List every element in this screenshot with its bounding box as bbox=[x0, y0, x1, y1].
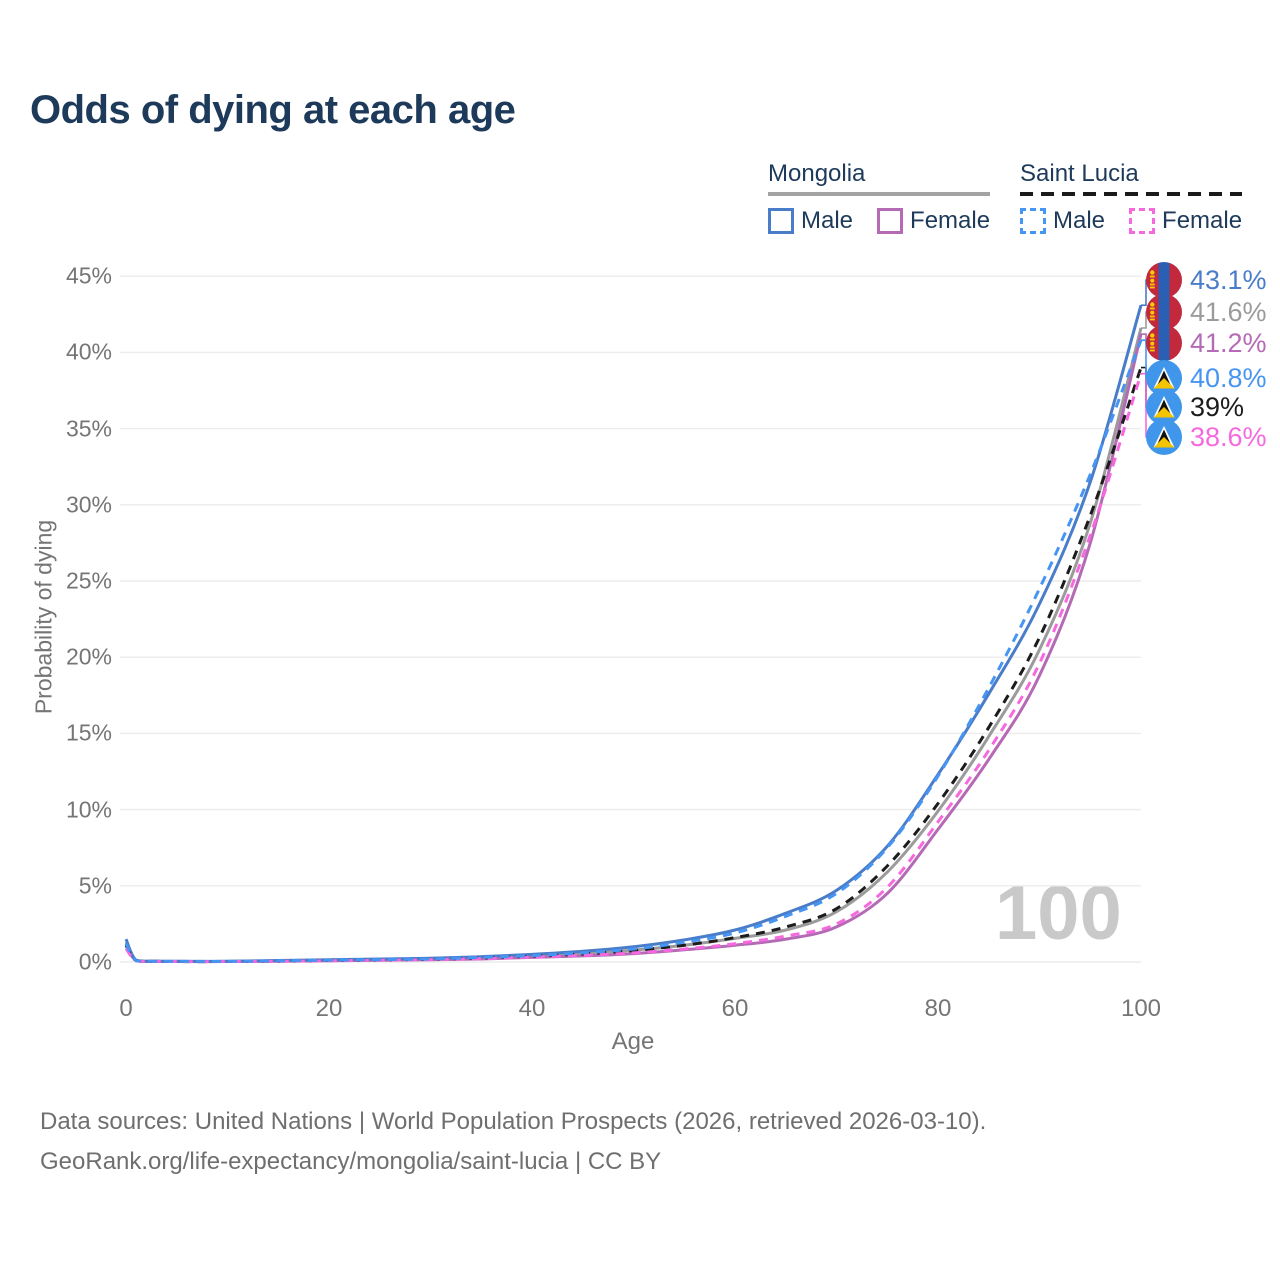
y-axis-title: Probability of dying bbox=[30, 519, 57, 715]
legend-item-mongolia-male[interactable]: Male bbox=[768, 207, 853, 235]
end-value: 41.2% bbox=[1190, 327, 1267, 358]
mongolia-male-swatch-icon bbox=[768, 208, 794, 234]
end-label-mongolia-male: 43.1% bbox=[1146, 262, 1267, 298]
y-tick-5: 5% bbox=[78, 872, 112, 899]
y-tick-10: 10% bbox=[65, 796, 112, 823]
x-tick-0: 0 bbox=[119, 995, 133, 1022]
x-tick-60: 60 bbox=[721, 995, 749, 1022]
saint-lucia-male-swatch-icon bbox=[1020, 208, 1046, 234]
end-label-saint-lucia-female: 38.6% bbox=[1146, 419, 1267, 455]
y-tick-20: 20% bbox=[65, 643, 112, 670]
end-label-mongolia-all: 41.6% bbox=[1146, 294, 1267, 330]
legend-item-saint-lucia-male[interactable]: Male bbox=[1020, 207, 1105, 235]
legend-label: Male bbox=[801, 207, 854, 234]
mongolia-flag-icon bbox=[1146, 294, 1182, 330]
saint-lucia-female-swatch-icon bbox=[1129, 208, 1156, 234]
y-tick-0: 0% bbox=[78, 948, 112, 975]
y-tick-35: 35% bbox=[65, 415, 112, 442]
page-title: Odds of dying at each age bbox=[30, 88, 516, 132]
mongolia-female-swatch-icon bbox=[877, 208, 904, 234]
x-tick-20: 20 bbox=[315, 995, 343, 1022]
legend-label: Male bbox=[1053, 207, 1106, 234]
x-axis-title: Age bbox=[611, 1028, 655, 1055]
mongolia-line-style-sample bbox=[768, 192, 991, 196]
end-label-mongolia-female: 41.2% bbox=[1146, 325, 1267, 361]
y-tick-25: 25% bbox=[65, 567, 112, 594]
series-line-mongolia-female bbox=[124, 333, 1143, 964]
legend-group-mongolia: Mongolia Male Female bbox=[768, 160, 991, 235]
data-source-note: Data sources: United Nations | World Pop… bbox=[40, 1108, 987, 1135]
end-label-saint-lucia-all: 39% bbox=[1146, 389, 1244, 425]
y-tick-30: 30% bbox=[65, 491, 112, 518]
x-tick-80: 80 bbox=[924, 995, 952, 1022]
legend-label: Female bbox=[1162, 207, 1243, 234]
mongolia-flag-icon bbox=[1146, 325, 1182, 361]
attribution-note: GeoRank.org/life-expectancy/mongolia/sai… bbox=[40, 1148, 662, 1175]
x-tick-100: 100 bbox=[1120, 995, 1162, 1022]
end-value: 38.6% bbox=[1190, 421, 1267, 452]
legend-header-mongolia[interactable]: Mongolia bbox=[768, 160, 866, 187]
x-tick-40: 40 bbox=[518, 995, 546, 1022]
series-line-saint-lucia-female bbox=[124, 373, 1143, 964]
end-value: 40.8% bbox=[1190, 362, 1267, 393]
legend-header-saint-lucia[interactable]: Saint Lucia bbox=[1020, 160, 1139, 187]
saint-lucia-flag-icon bbox=[1146, 419, 1182, 455]
series-line-mongolia-all bbox=[124, 327, 1143, 963]
legend-group-saint-lucia: Saint Lucia Male Female bbox=[1020, 160, 1243, 235]
legend-label: Female bbox=[910, 207, 991, 234]
y-tick-45: 45% bbox=[65, 262, 112, 289]
end-value: 43.1% bbox=[1190, 264, 1267, 295]
series-line-saint-lucia-male bbox=[124, 339, 1143, 963]
end-value: 39% bbox=[1190, 391, 1245, 422]
age-watermark: 100 bbox=[995, 871, 1122, 956]
end-label-saint-lucia-male: 40.8% bbox=[1146, 360, 1267, 396]
series-line-mongolia-male bbox=[124, 304, 1143, 963]
legend-item-saint-lucia-female[interactable]: Female bbox=[1129, 207, 1242, 235]
end-value: 41.6% bbox=[1190, 296, 1267, 327]
mongolia-flag-icon bbox=[1146, 262, 1182, 298]
y-tick-15: 15% bbox=[65, 719, 112, 746]
legend-item-mongolia-female[interactable]: Female bbox=[877, 207, 990, 235]
y-tick-40: 40% bbox=[65, 338, 112, 365]
series-line-saint-lucia-all bbox=[124, 367, 1143, 964]
saint-lucia-line-style-sample bbox=[1020, 192, 1243, 196]
